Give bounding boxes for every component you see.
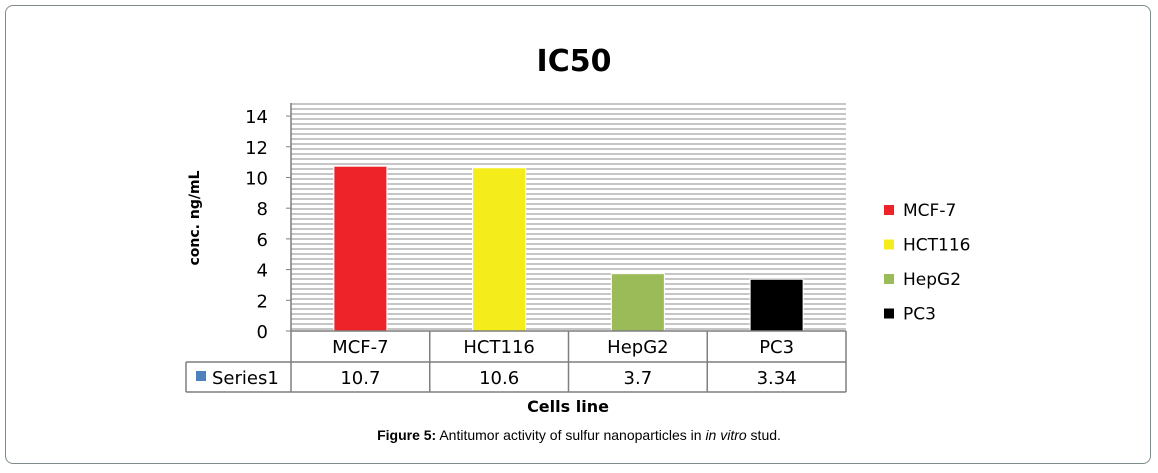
bar [611,274,664,331]
table-category-label: MCF-7 [332,337,388,358]
y-tick-label: 0 [257,322,268,343]
y-tick-label: 10 [245,168,268,189]
legend-label: HCT116 [903,236,971,256]
bar [750,279,803,331]
y-tick-label: 6 [257,230,268,251]
series-name: Series1 [212,368,279,389]
legend-swatch [884,205,894,215]
caption-text-after: stud. [746,427,781,443]
table-category-label: PC3 [759,337,794,358]
bars [333,165,804,331]
bar [334,166,387,331]
legend-label: MCF-7 [903,201,956,221]
caption-text-before: Antitumor activity of sulfur nanoparticl… [436,427,706,443]
table-category-label: HepG2 [607,337,668,358]
table-category-label: HCT116 [463,337,534,358]
y-tick-label: 4 [257,261,268,282]
chart-title: IC50 [537,44,612,79]
series-swatch [196,371,206,381]
y-tick-label: 2 [257,291,268,312]
caption-label: Figure 5: [377,427,437,443]
x-axis-label: Cells line [527,397,609,416]
caption-italic: in vitro [705,427,747,443]
figure-caption: Figure 5: Antitumor activity of sulfur n… [0,427,1158,443]
y-axis: 0 2 4 6 8 10 12 14 [245,103,292,343]
data-table: MCF-7 10.7 HCT116 10.6 HepG2 3.7 PC3 3.34 Series… [185,330,847,393]
y-axis-label: conc. ng/mL [187,170,203,265]
table-value-label: 10.6 [479,368,519,389]
legend-swatch [884,274,894,284]
legend-label: HepG2 [903,270,961,290]
bar [473,168,526,331]
legend: MCF-7 HCT116 HepG2 PC3 [884,201,971,325]
legend-swatch [884,239,894,250]
y-tick-label: 8 [257,199,268,220]
table-value-label: 10.7 [340,368,380,389]
table-value-label: 3.7 [624,368,653,389]
table-value-label: 3.34 [757,368,797,389]
legend-swatch [884,308,894,319]
y-tick-label: 14 [245,107,268,128]
y-tick-label: 12 [245,138,268,159]
legend-label: PC3 [903,305,936,325]
